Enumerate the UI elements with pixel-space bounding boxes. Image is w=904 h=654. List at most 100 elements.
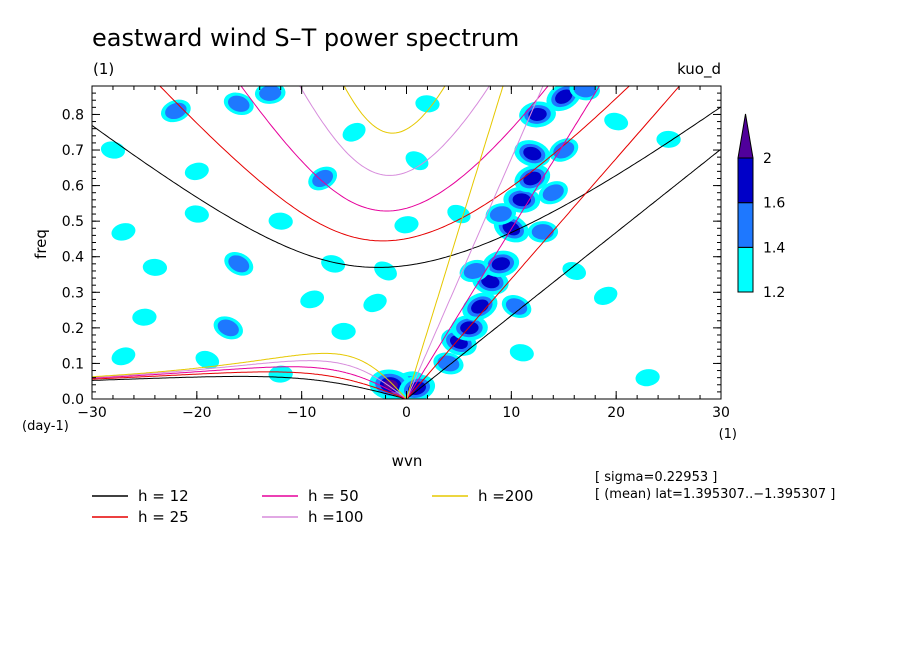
power-level-3 (528, 107, 547, 121)
power-blob (394, 216, 419, 234)
rossby-wave-curve (92, 371, 407, 399)
y-tick-label: 0.1 (62, 356, 84, 372)
colorbar-segment (737, 202, 754, 248)
plot-frame (91, 85, 722, 400)
power-blob (254, 86, 286, 104)
power-level-3 (555, 89, 573, 104)
power-blob (100, 141, 126, 159)
power-blob (462, 292, 498, 321)
legend: h = 12 h = 25 h = 50 h =100 h =200 (92, 487, 533, 526)
x-tick-label: −10 (287, 405, 317, 421)
power-level-3 (491, 257, 510, 271)
power-level-1 (656, 130, 681, 148)
power-level-2 (165, 102, 187, 120)
chart-subtitle-right: kuo_d (677, 60, 721, 79)
power-level-1 (604, 112, 629, 131)
power-level-1 (562, 261, 587, 280)
power-level-1 (405, 151, 429, 171)
power-blob (300, 290, 325, 309)
power-level-1 (195, 350, 220, 369)
legend-item: h =100 (262, 508, 363, 526)
x-tick-label: 20 (607, 405, 625, 421)
power-level-1 (132, 308, 157, 326)
rossby-wave-curve (92, 352, 407, 399)
chart-subtitle-left: (1) (93, 60, 114, 78)
power-blob (268, 212, 293, 230)
y-axis: 0.0 0.1 0.2 0.3 0.4 0.5 0.6 0.7 0.8 (62, 85, 721, 408)
kelvin-wave-curve (406, 148, 721, 399)
colorbar-extension (737, 113, 754, 159)
power-level-1 (321, 255, 346, 273)
power-level-2 (227, 95, 250, 112)
power-blob (223, 92, 254, 116)
power-level-1 (415, 95, 440, 113)
power-blob (501, 295, 532, 318)
legend-label: h =200 (478, 487, 533, 505)
power-level-2 (553, 141, 575, 159)
colorbar-label: 1.4 (763, 240, 785, 256)
colorbar-segment (737, 157, 754, 204)
power-level-1 (635, 369, 660, 387)
x-tick-label: 0 (402, 405, 411, 421)
power-blob (593, 286, 618, 305)
legend-label: h = 12 (138, 487, 189, 505)
power-level-1 (184, 162, 209, 181)
x-tick-label: 10 (502, 405, 520, 421)
power-blob (569, 86, 600, 101)
power-blob (308, 166, 338, 191)
power-blob (604, 112, 629, 131)
inertia-gravity-curve (92, 106, 721, 268)
power-blob (519, 101, 556, 128)
power-blob (656, 130, 681, 148)
power-level-2 (489, 206, 512, 222)
x-axis-label: wvn (392, 452, 423, 470)
power-blob (433, 352, 464, 375)
colorbar-label: 1.2 (763, 285, 785, 301)
x-axis-unit: (1) (719, 427, 737, 442)
y-axis-label: freq (32, 229, 50, 259)
legend-item: h = 12 (92, 487, 189, 505)
colorbar-label: 1.6 (763, 196, 785, 212)
rossby-wave-curve (92, 375, 407, 399)
inertia-gravity-curve (240, 86, 549, 212)
power-level-2 (505, 298, 528, 315)
legend-item: h =200 (432, 487, 533, 505)
power-level-3 (460, 321, 479, 335)
colorbar-label: 2 (763, 151, 772, 167)
y-tick-label: 0.6 (62, 179, 84, 195)
y-tick-label: 0.3 (62, 285, 84, 301)
colorbar: 1.2 1.4 1.6 2 (737, 113, 785, 301)
power-blob (142, 258, 168, 276)
rossby-wave-curve (92, 366, 407, 399)
rossby-wave-curve (92, 360, 407, 399)
power-blob (111, 347, 136, 366)
power-level-1 (111, 347, 136, 366)
power-level-3 (512, 193, 532, 207)
power-blob (331, 322, 356, 340)
power-blob (111, 223, 136, 241)
power-blob (132, 308, 157, 326)
power-blob (268, 365, 293, 383)
power-blob (635, 369, 660, 387)
power-level-2 (542, 184, 564, 202)
power-contours (100, 86, 681, 399)
power-blob (321, 255, 346, 273)
annotation-mean: [ (mean) lat=1.395307..−1.395307 ] (595, 487, 835, 502)
y-tick-label: 0.4 (62, 250, 84, 266)
power-blob (562, 261, 587, 280)
legend-label: h =100 (308, 508, 363, 526)
y-tick-label: 0.0 (62, 392, 84, 408)
power-level-1 (111, 223, 136, 241)
power-blob (527, 221, 559, 243)
x-axis: −30 −20 −10 0 10 20 30 (77, 86, 730, 421)
power-blob (509, 344, 534, 362)
power-blob (195, 350, 220, 369)
power-level-1 (331, 322, 356, 340)
power-level-1 (363, 293, 387, 313)
power-level-1 (268, 212, 293, 230)
power-blob (405, 151, 429, 171)
x-tick-label: −20 (182, 405, 212, 421)
y-tick-label: 0.7 (62, 143, 84, 159)
power-blob (482, 250, 520, 277)
power-level-1 (374, 261, 397, 281)
